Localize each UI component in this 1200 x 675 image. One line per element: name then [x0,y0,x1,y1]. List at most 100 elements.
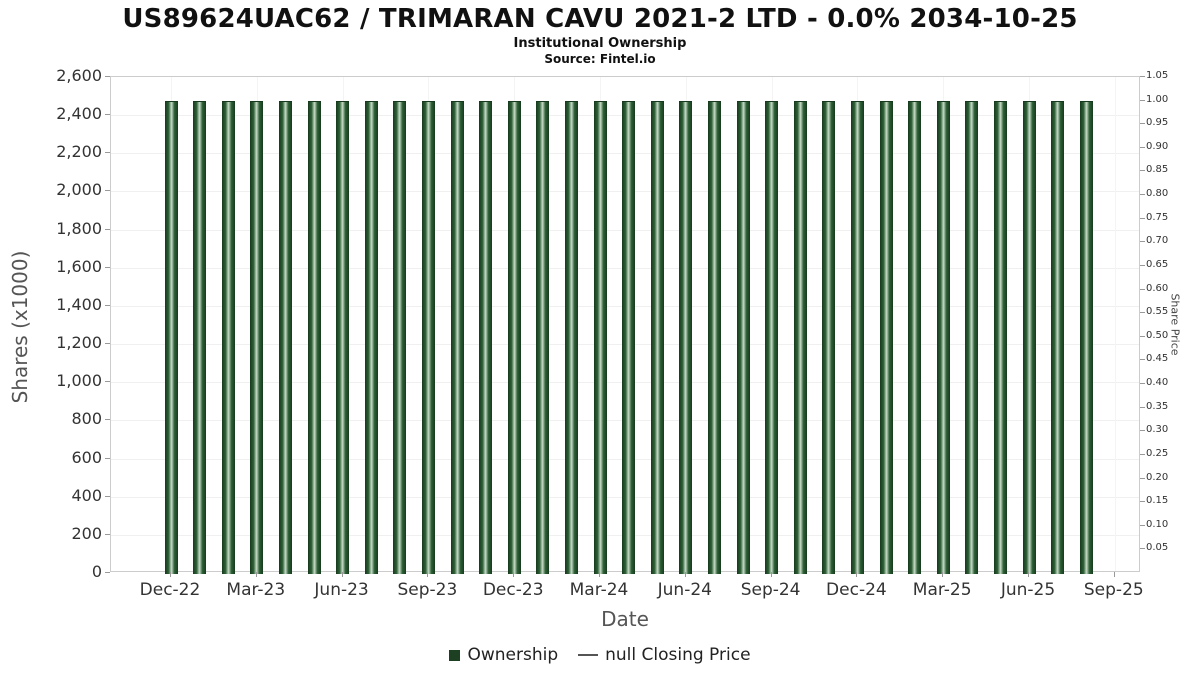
y-tick-mark-left [105,572,110,573]
y-tick-label-left: 1,800 [56,218,102,238]
y-tick-label-left: 2,000 [56,180,102,200]
y-tick-mark-right [1140,548,1145,550]
x-tick-label: Jun-25 [1000,580,1056,600]
x-tick-mark [1028,572,1029,577]
x-axis-title: Date [601,607,649,631]
y-tick-label-right: 0.20 [1146,471,1169,483]
ownership-bar [450,100,464,574]
y-tick-mark-left [105,457,110,459]
x-tick-label: Jun-24 [657,580,712,600]
y-axis-title-right: Share Price [1168,293,1182,356]
ownership-bar [793,100,807,574]
y-tick-label-left: 1,200 [56,333,102,353]
y-tick-label-right: 0.35 [1146,400,1169,412]
ownership-bar [193,100,207,574]
y-tick-mark-right [1140,524,1145,526]
ownership-bar [507,100,521,574]
y-tick-label-right: 0.90 [1146,140,1169,152]
y-tick-mark-left [105,152,110,154]
ownership-bar [707,100,721,574]
y-tick-label-left: 1,400 [56,294,102,314]
ownership-bar [1051,100,1065,574]
chart-source: Source: Fintel.io [544,52,656,66]
y-tick-label-left: 2,600 [56,66,102,85]
ownership-bar [822,100,836,574]
y-tick-mark-left [105,190,110,192]
x-tick-label: Sep-24 [740,580,801,600]
y-tick-mark-right [1140,241,1145,243]
y-tick-label-right: 0.85 [1146,164,1169,176]
y-tick-label-right: 0.65 [1146,258,1169,270]
ownership-bar [278,100,292,574]
ownership-bar [1079,100,1093,574]
ownership-bar [908,100,922,574]
y-tick-mark-right [1140,146,1145,148]
y-tick-mark-right [1140,430,1145,432]
y-tick-mark-left [105,228,110,230]
x-tick-mark [170,572,171,577]
ownership-bar [364,100,378,574]
x-tick-label: Mar-23 [226,580,286,600]
y-tick-mark-left [105,343,110,345]
ownership-bar [1022,100,1036,574]
legend-item-closing-price: null Closing Price [578,645,751,665]
y-tick-label-right: 0.30 [1146,424,1169,436]
ownership-bar [679,100,693,574]
y-tick-mark-right [1140,335,1145,337]
y-tick-label-left: 0 [91,562,102,581]
y-tick-label-right: 0.40 [1146,377,1169,389]
y-tick-label-right: 0.75 [1146,211,1169,223]
ownership-bar [622,100,636,574]
ownership-bar [879,100,893,574]
y-tick-label-left: 1,600 [56,256,102,276]
x-tick-mark [599,572,600,577]
y-tick-mark-right [1140,406,1145,408]
ownership-bar [164,100,178,574]
y-tick-label-left: 2,400 [56,104,102,124]
x-tick-mark [513,572,515,577]
ownership-bar [650,100,664,574]
ownership-bar [250,100,264,574]
ownership-bar [421,100,435,574]
x-tick-label: Mar-25 [912,580,972,600]
x-tick-label: Dec-23 [482,580,544,600]
y-tick-label-right: 0.55 [1146,306,1169,318]
ownership-bar [993,100,1007,574]
ownership-bar [536,100,550,574]
y-tick-label-left: 200 [71,523,102,543]
gridline-vertical [1114,77,1116,571]
legend-item-ownership: Ownership [449,645,558,665]
ownership-bar [965,100,979,574]
y-tick-label-right: 0.05 [1146,542,1169,554]
x-tick-mark [255,572,257,577]
ownership-bar [593,100,607,574]
y-tick-label-right: 1.05 [1146,70,1169,81]
x-tick-label: Dec-22 [139,580,201,600]
y-tick-mark-left [105,381,110,383]
y-tick-label-left: 600 [71,447,102,467]
ownership-bar [307,100,321,574]
y-tick-mark-right [1140,264,1145,266]
x-tick-mark [427,572,429,577]
y-tick-mark-right [1140,359,1145,361]
x-tick-label: Jun-23 [314,580,369,600]
y-tick-label-right: 0.50 [1146,329,1169,341]
legend-label-ownership: Ownership [467,645,559,665]
y-tick-label-right: 0.15 [1146,495,1169,507]
ownership-bar [221,100,235,574]
x-tick-mark [684,572,686,577]
chart-title: US89624UAC62 / TRIMARAN CAVU 2021-2 LTD … [122,4,1078,34]
x-tick-mark [856,572,858,577]
y-tick-label-right: 0.45 [1146,353,1169,365]
y-tick-mark-right [1140,99,1145,101]
y-tick-label-left: 400 [71,485,102,505]
x-tick-mark [1113,572,1115,577]
y-tick-label-right: 0.60 [1146,282,1169,294]
x-tick-mark [770,572,772,577]
y-tick-mark-left [105,533,110,535]
ownership-bar [736,100,750,574]
ownership-bar [564,100,578,574]
y-tick-label-right: 0.95 [1146,117,1169,129]
y-tick-mark-left [105,304,110,306]
